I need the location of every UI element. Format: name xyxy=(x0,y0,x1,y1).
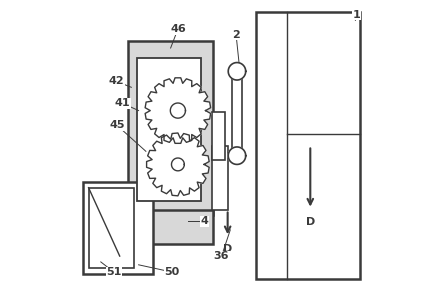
Text: 42: 42 xyxy=(109,77,124,86)
Text: 51: 51 xyxy=(106,267,122,277)
Bar xyxy=(83,182,153,274)
Bar xyxy=(137,58,201,201)
Text: D: D xyxy=(223,244,232,254)
Text: 41: 41 xyxy=(115,98,130,108)
Polygon shape xyxy=(145,78,211,143)
Bar xyxy=(256,12,360,279)
Polygon shape xyxy=(228,63,246,80)
Bar xyxy=(128,41,213,215)
Text: 1: 1 xyxy=(353,10,361,19)
Bar xyxy=(212,112,225,160)
Text: 46: 46 xyxy=(170,24,186,34)
Polygon shape xyxy=(170,103,186,118)
Polygon shape xyxy=(228,147,246,164)
Text: 4: 4 xyxy=(200,216,208,226)
Bar xyxy=(89,188,134,268)
Text: 50: 50 xyxy=(165,267,180,277)
Polygon shape xyxy=(172,158,184,171)
Bar xyxy=(128,210,213,244)
Text: 2: 2 xyxy=(232,30,240,40)
Bar xyxy=(212,146,228,210)
Polygon shape xyxy=(147,133,209,196)
Text: D: D xyxy=(306,217,315,227)
Text: 45: 45 xyxy=(109,120,124,130)
Text: 36: 36 xyxy=(214,251,229,261)
